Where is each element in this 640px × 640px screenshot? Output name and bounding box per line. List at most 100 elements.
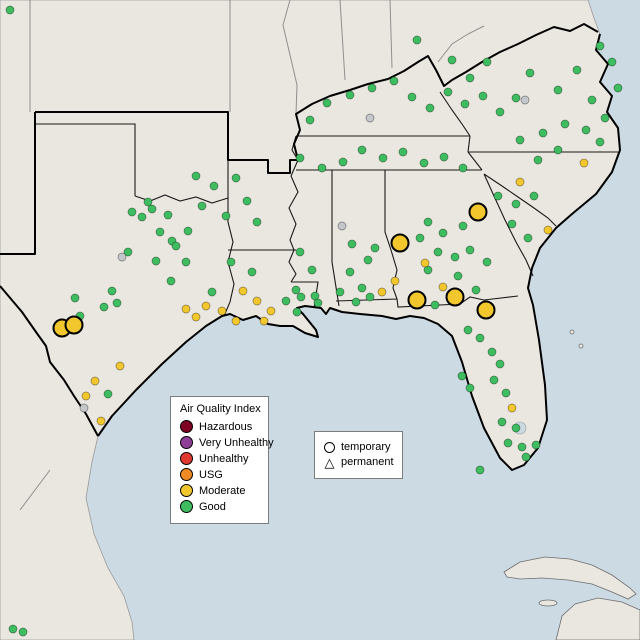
station-marker-moderate[interactable] <box>390 276 400 286</box>
station-marker-nodata[interactable] <box>79 403 89 413</box>
station-marker-good[interactable] <box>357 145 367 155</box>
station-marker-good[interactable] <box>471 285 481 295</box>
station-marker-good[interactable] <box>123 247 133 257</box>
station-marker-good[interactable] <box>495 359 505 369</box>
station-marker-large-moderate[interactable] <box>407 290 427 310</box>
station-marker-good[interactable] <box>412 35 422 45</box>
station-marker-good[interactable] <box>295 153 305 163</box>
station-marker-good[interactable] <box>151 256 161 266</box>
station-marker-good[interactable] <box>439 152 449 162</box>
station-marker-large-moderate[interactable] <box>468 202 488 222</box>
station-marker-good[interactable] <box>252 217 262 227</box>
station-marker-good[interactable] <box>460 99 470 109</box>
station-marker-good[interactable] <box>607 57 617 67</box>
station-marker-large-moderate[interactable] <box>476 300 496 320</box>
station-marker-good[interactable] <box>465 73 475 83</box>
station-marker-good[interactable] <box>292 307 302 317</box>
station-marker-moderate[interactable] <box>231 316 241 326</box>
station-marker-good[interactable] <box>378 153 388 163</box>
station-marker-moderate[interactable] <box>266 306 276 316</box>
station-marker-good[interactable] <box>209 181 219 191</box>
station-marker-good[interactable] <box>365 292 375 302</box>
station-marker-good[interactable] <box>553 145 563 155</box>
station-marker-nodata[interactable] <box>365 113 375 123</box>
station-marker-good[interactable] <box>595 137 605 147</box>
station-marker-good[interactable] <box>305 115 315 125</box>
station-marker-good[interactable] <box>511 199 521 209</box>
station-marker-good[interactable] <box>143 197 153 207</box>
station-marker-good[interactable] <box>419 158 429 168</box>
station-marker-good[interactable] <box>295 247 305 257</box>
station-marker-good[interactable] <box>475 333 485 343</box>
station-marker-good[interactable] <box>345 267 355 277</box>
station-marker-good[interactable] <box>191 171 201 181</box>
station-marker-moderate[interactable] <box>217 306 227 316</box>
station-marker-good[interactable] <box>281 296 291 306</box>
station-marker-moderate[interactable] <box>259 316 269 326</box>
station-marker-good[interactable] <box>242 196 252 206</box>
station-marker-good[interactable] <box>493 191 503 201</box>
station-marker-good[interactable] <box>310 291 320 301</box>
station-marker-good[interactable] <box>581 125 591 135</box>
station-marker-good[interactable] <box>317 163 327 173</box>
station-marker-good[interactable] <box>517 442 527 452</box>
station-marker-good[interactable] <box>70 293 80 303</box>
station-marker-good[interactable] <box>163 210 173 220</box>
station-marker-good[interactable] <box>433 247 443 257</box>
station-marker-good[interactable] <box>197 201 207 211</box>
station-marker-moderate[interactable] <box>438 282 448 292</box>
station-marker-good[interactable] <box>458 163 468 173</box>
station-marker-good[interactable] <box>457 371 467 381</box>
station-marker-good[interactable] <box>450 252 460 262</box>
station-marker-moderate[interactable] <box>181 304 191 314</box>
station-marker-good[interactable] <box>613 83 623 93</box>
station-marker-moderate[interactable] <box>90 376 100 386</box>
station-marker-good[interactable] <box>600 113 610 123</box>
station-marker-good[interactable] <box>482 57 492 67</box>
station-marker-good[interactable] <box>423 217 433 227</box>
station-marker-good[interactable] <box>507 219 517 229</box>
station-marker-large-moderate[interactable] <box>64 315 84 335</box>
station-marker-good[interactable] <box>247 267 257 277</box>
station-marker-moderate[interactable] <box>543 225 553 235</box>
station-marker-good[interactable] <box>415 233 425 243</box>
station-marker-nodata[interactable] <box>337 221 347 231</box>
station-marker-good[interactable] <box>367 83 377 93</box>
station-marker-good[interactable] <box>347 239 357 249</box>
station-marker-good[interactable] <box>370 243 380 253</box>
station-marker-good[interactable] <box>181 257 191 267</box>
station-marker-good[interactable] <box>443 87 453 97</box>
station-marker-good[interactable] <box>423 265 433 275</box>
station-marker-good[interactable] <box>99 302 109 312</box>
station-marker-good[interactable] <box>398 147 408 157</box>
station-marker-good[interactable] <box>497 417 507 427</box>
station-marker-good[interactable] <box>18 627 28 637</box>
station-marker-good[interactable] <box>511 423 521 433</box>
station-marker-good[interactable] <box>226 257 236 267</box>
station-marker-good[interactable] <box>463 325 473 335</box>
station-marker-good[interactable] <box>525 68 535 78</box>
station-marker-good[interactable] <box>357 283 367 293</box>
station-marker-nodata[interactable] <box>520 95 530 105</box>
station-marker-good[interactable] <box>430 300 440 310</box>
station-marker-moderate[interactable] <box>377 287 387 297</box>
station-marker-moderate[interactable] <box>579 158 589 168</box>
station-marker-good[interactable] <box>553 85 563 95</box>
station-marker-good[interactable] <box>322 98 332 108</box>
station-marker-good[interactable] <box>425 103 435 113</box>
station-marker-good[interactable] <box>171 241 181 251</box>
station-marker-good[interactable] <box>511 93 521 103</box>
station-marker-good[interactable] <box>313 298 323 308</box>
station-marker-good[interactable] <box>335 287 345 297</box>
station-marker-good[interactable] <box>155 227 165 237</box>
station-marker-good[interactable] <box>351 297 361 307</box>
station-marker-good[interactable] <box>221 211 231 221</box>
station-marker-good[interactable] <box>523 233 533 243</box>
station-marker-good[interactable] <box>183 226 193 236</box>
station-marker-good[interactable] <box>307 265 317 275</box>
station-marker-good[interactable] <box>521 452 531 462</box>
station-marker-good[interactable] <box>503 438 513 448</box>
station-marker-good[interactable] <box>147 204 157 214</box>
station-marker-good[interactable] <box>8 624 18 634</box>
